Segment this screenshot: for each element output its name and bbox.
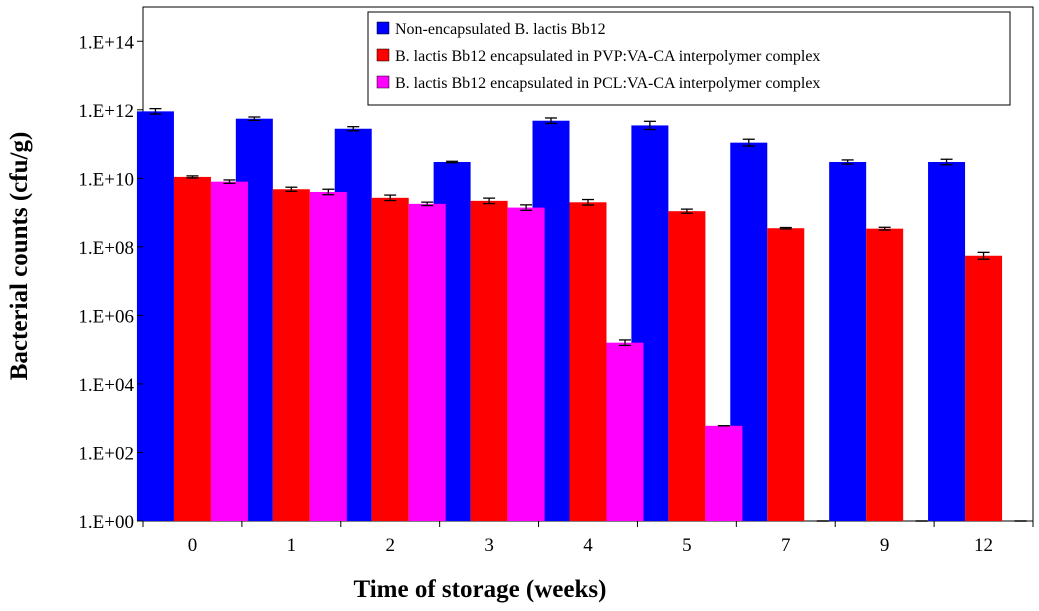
y-tick-label: 1.E+06	[78, 306, 134, 327]
y-tick-label: 1.E+04	[78, 375, 134, 396]
x-tick-label: 7	[781, 535, 791, 556]
bar-1-week-0	[136, 111, 174, 522]
bar-2-week-1	[272, 189, 310, 521]
x-tick-label: 0	[188, 535, 198, 556]
y-tick-label: 1.E+10	[78, 169, 134, 190]
legend-swatch-1	[376, 21, 390, 35]
legend-label-1: Non-encapsulated B. lactis Bb12	[395, 21, 606, 38]
legend-label-3: B. lactis Bb12 encapsulated in PCL:VA-CA…	[395, 75, 820, 92]
legend-label-2: B. lactis Bb12 encapsulated in PVP:VA-CA…	[395, 48, 820, 65]
bar-2-week-4	[569, 202, 607, 521]
x-tick-label: 4	[583, 535, 593, 556]
y-axis: 1.E+00 1.E+02 1.E+04 1.E+06 1.E+08 1.E+10 1.E+…	[78, 32, 143, 533]
bar-2-week-12	[965, 255, 1003, 522]
y-tick-label: 1.E+00	[78, 512, 134, 533]
y-axis-title: Bacterial counts (cfu/g)	[6, 132, 33, 381]
x-tick-label: 2	[385, 535, 395, 556]
bar-2-week-0	[173, 176, 211, 521]
bars-layer	[136, 107, 1027, 522]
legend-box	[367, 11, 1011, 106]
y-tick-label: 1.E+14	[78, 32, 134, 53]
x-tick-label: 3	[484, 535, 494, 556]
bar-1-week-12	[928, 161, 966, 521]
bar-3-week-5	[705, 425, 743, 521]
bar-3-week-4	[606, 342, 644, 521]
legend-swatch-2	[376, 48, 390, 62]
legend-swatch-3	[376, 75, 390, 89]
bar-2-week-2	[371, 197, 409, 521]
bar-3-week-2	[408, 203, 446, 521]
y-tick-label: 1.E+12	[78, 101, 134, 122]
x-tick-label: 12	[974, 535, 993, 556]
x-axis-title: Time of storage (weeks)	[354, 576, 607, 603]
y-tick-label: 1.E+08	[78, 238, 134, 259]
y-tick-label: 1.E+02	[78, 443, 134, 464]
bar-3-week-0	[210, 181, 248, 521]
bar-2-week-9	[866, 228, 904, 521]
bar-2-week-7	[767, 228, 805, 521]
x-tick-label: 9	[880, 535, 890, 556]
x-tick-label: 5	[682, 535, 692, 556]
x-axis: 0 1 2 3 4 5 7 9 12	[142, 521, 1034, 556]
bar-2-week-3	[470, 200, 508, 521]
bar-3-week-1	[309, 191, 347, 521]
bar-1-week-9	[829, 161, 867, 521]
bar-3-week-3	[507, 207, 545, 521]
bar-2-week-5	[668, 211, 706, 521]
x-tick-label: 1	[287, 535, 297, 556]
legend: Non-encapsulated B. lactis Bb12 B. lactis…	[367, 11, 1011, 106]
